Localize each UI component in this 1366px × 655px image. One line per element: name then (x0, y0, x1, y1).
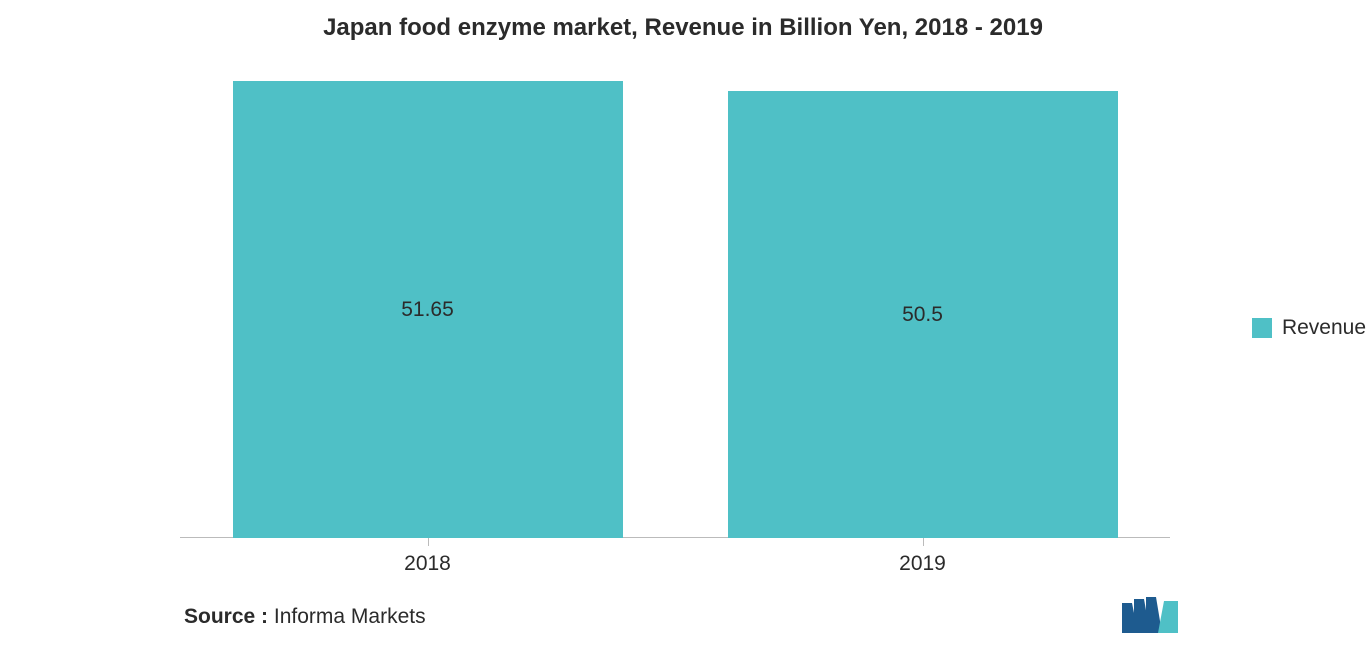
source-text: Informa Markets (274, 605, 426, 628)
x-tick-1 (923, 538, 924, 546)
source-attribution: Source : Informa Markets (184, 605, 426, 629)
brand-logo-icon (1122, 597, 1178, 633)
bar-group-0: 51.65 (180, 78, 675, 538)
plot-area: 51.65 50.5 (180, 78, 1170, 538)
bar-value-label-1: 50.5 (728, 303, 1118, 327)
bar-group-1: 50.5 (675, 78, 1170, 538)
x-axis-labels: 2018 2019 (180, 538, 1170, 578)
bar-0: 51.65 (233, 81, 623, 538)
bar-1: 50.5 (728, 91, 1118, 538)
legend: Revenue (1252, 316, 1366, 340)
chart-title: Japan food enzyme market, Revenue in Bil… (0, 14, 1366, 42)
x-tick-0 (428, 538, 429, 546)
x-category-label-1: 2019 (675, 552, 1170, 576)
x-category-label-0: 2018 (180, 552, 675, 576)
x-label-slot-0: 2018 (180, 538, 675, 578)
source-prefix: Source : (184, 605, 268, 628)
legend-label: Revenue (1282, 316, 1366, 340)
x-label-slot-1: 2019 (675, 538, 1170, 578)
bar-value-label-0: 51.65 (233, 298, 623, 322)
legend-swatch (1252, 318, 1272, 338)
